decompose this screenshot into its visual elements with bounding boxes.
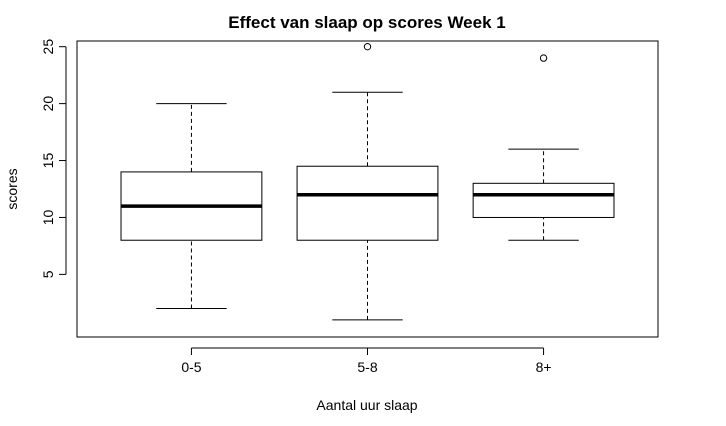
plot-frame (76, 40, 659, 338)
box-group (120, 42, 615, 321)
chart-title: Effect van slaap op scores Week 1 (228, 13, 505, 32)
x-axis: 0-5 5-8 8+ (181, 347, 552, 375)
outlier-point (539, 54, 548, 62)
y-axis-label: scores (4, 168, 20, 209)
y-tick-label: 15 (40, 153, 56, 169)
outlier-point (363, 42, 372, 51)
x-axis-label: Aantal uur slaap (316, 397, 417, 413)
box-0-5 (120, 103, 263, 310)
iqr-box (296, 165, 439, 241)
x-tick-label: 8+ (536, 359, 552, 375)
y-tick-label: 20 (40, 96, 56, 112)
box-8+ (472, 54, 615, 241)
x-tick-label: 0-5 (181, 359, 201, 375)
y-axis: 5 10 15 20 25 (40, 39, 67, 278)
iqr-box (472, 182, 615, 218)
y-tick-label: 5 (40, 270, 56, 278)
y-tick-label: 10 (40, 209, 56, 225)
y-tick-label: 25 (40, 39, 56, 55)
x-tick-label: 5-8 (357, 359, 377, 375)
box-5-8 (296, 42, 439, 321)
